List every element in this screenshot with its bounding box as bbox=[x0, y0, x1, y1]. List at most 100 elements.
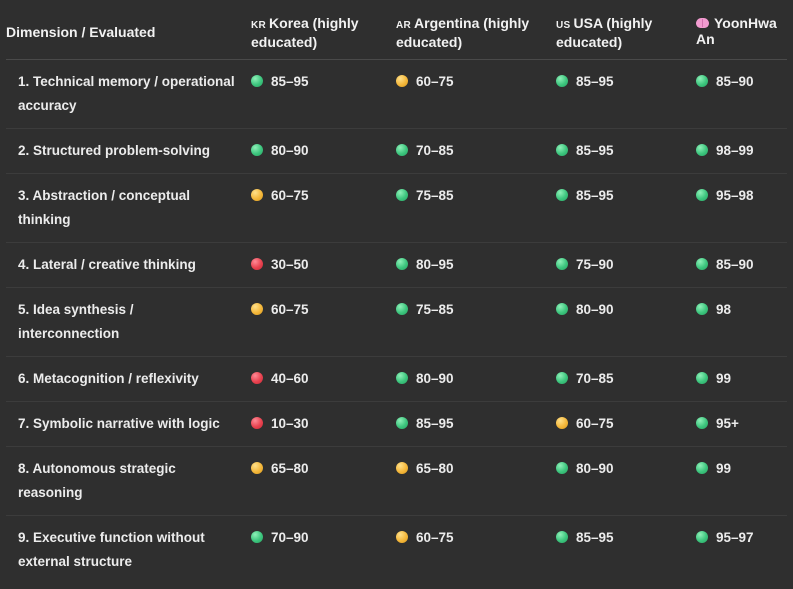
green-status-dot-icon bbox=[696, 462, 708, 474]
score-value: 65–80 bbox=[416, 461, 454, 476]
score-cell-usa: 75–90 bbox=[556, 242, 696, 288]
score-cell-usa: 80–90 bbox=[556, 446, 696, 516]
green-status-dot-icon bbox=[251, 144, 263, 156]
score-cell-yoonhwa: 85–90 bbox=[696, 59, 787, 129]
score-cell-usa: 80–90 bbox=[556, 287, 696, 357]
score-value: 98–99 bbox=[716, 143, 754, 158]
score-value: 65–80 bbox=[271, 461, 309, 476]
yellow-status-dot-icon bbox=[396, 462, 408, 474]
green-status-dot-icon bbox=[396, 258, 408, 270]
green-status-dot-icon bbox=[251, 75, 263, 87]
score-value: 99 bbox=[716, 371, 732, 386]
score-cell-yoonhwa: 95–97 bbox=[696, 516, 787, 585]
score-cell-korea: 30–50 bbox=[251, 242, 396, 288]
score-value: 85–95 bbox=[271, 74, 309, 89]
green-status-dot-icon bbox=[556, 372, 568, 384]
score-cell-korea: 40–60 bbox=[251, 356, 396, 402]
score-value: 60–75 bbox=[576, 416, 614, 431]
score-cell-usa: 85–95 bbox=[556, 59, 696, 129]
score-cell-korea: 10–30 bbox=[251, 401, 396, 447]
score-cell-korea: 60–75 bbox=[251, 173, 396, 243]
table-row: 4. Lateral / creative thinking 30–50 80–95… bbox=[6, 242, 787, 288]
dimension-cell: 4. Lateral / creative thinking bbox=[6, 242, 251, 288]
usa-flag-icon: US bbox=[556, 20, 571, 31]
score-cell-usa: 60–75 bbox=[556, 401, 696, 447]
table-row: 1. Technical memory / operational accura… bbox=[6, 59, 787, 129]
comparison-table: Dimension / Evaluated KR Korea (highly ed… bbox=[6, 0, 787, 584]
green-status-dot-icon bbox=[251, 531, 263, 543]
red-status-dot-icon bbox=[251, 417, 263, 429]
table-row: 9. Executive function without external s… bbox=[6, 516, 787, 585]
header-row: Dimension / Evaluated KR Korea (highly ed… bbox=[6, 0, 787, 60]
score-cell-usa: 85–95 bbox=[556, 516, 696, 585]
score-value: 85–95 bbox=[416, 416, 454, 431]
score-value: 85–95 bbox=[576, 74, 614, 89]
score-value: 60–75 bbox=[271, 302, 309, 317]
table-row: 8. Autonomous strategic reasoning 65–80 65… bbox=[6, 446, 787, 516]
korea-flag-icon: KR bbox=[251, 20, 267, 31]
score-cell-usa: 85–95 bbox=[556, 173, 696, 243]
score-value: 95+ bbox=[716, 416, 739, 431]
yellow-status-dot-icon bbox=[251, 303, 263, 315]
score-cell-argentina: 75–85 bbox=[396, 287, 556, 357]
green-status-dot-icon bbox=[556, 258, 568, 270]
score-cell-yoonhwa: 98 bbox=[696, 287, 787, 357]
score-value: 60–75 bbox=[416, 74, 454, 89]
table-row: 5. Idea synthesis / interconnection 60–75… bbox=[6, 287, 787, 357]
green-status-dot-icon bbox=[696, 372, 708, 384]
dimension-cell: 6. Metacognition / reflexivity bbox=[6, 356, 251, 402]
score-value: 40–60 bbox=[271, 371, 309, 386]
score-cell-korea: 70–90 bbox=[251, 516, 396, 585]
score-value: 10–30 bbox=[271, 416, 309, 431]
score-value: 95–97 bbox=[716, 530, 754, 545]
yellow-status-dot-icon bbox=[556, 417, 568, 429]
green-status-dot-icon bbox=[556, 303, 568, 315]
red-status-dot-icon bbox=[251, 258, 263, 270]
green-status-dot-icon bbox=[556, 144, 568, 156]
header-argentina: AR Argentina (highly educated) bbox=[396, 0, 556, 60]
score-value: 70–90 bbox=[271, 530, 309, 545]
green-status-dot-icon bbox=[696, 303, 708, 315]
green-status-dot-icon bbox=[556, 531, 568, 543]
score-value: 80–90 bbox=[416, 371, 454, 386]
score-cell-yoonhwa: 99 bbox=[696, 356, 787, 402]
score-value: 60–75 bbox=[271, 188, 309, 203]
green-status-dot-icon bbox=[556, 462, 568, 474]
score-cell-yoonhwa: 98–99 bbox=[696, 128, 787, 174]
score-value: 75–90 bbox=[576, 257, 614, 272]
yellow-status-dot-icon bbox=[251, 189, 263, 201]
yellow-status-dot-icon bbox=[251, 462, 263, 474]
header-label: Argentina (highly educated) bbox=[396, 15, 530, 50]
score-cell-yoonhwa: 99 bbox=[696, 446, 787, 516]
score-cell-usa: 70–85 bbox=[556, 356, 696, 402]
table-row: 3. Abstraction / conceptual thinking 60–7… bbox=[6, 173, 787, 243]
red-status-dot-icon bbox=[251, 372, 263, 384]
header-usa: US USA (highly educated) bbox=[556, 0, 696, 60]
score-cell-argentina: 70–85 bbox=[396, 128, 556, 174]
brain-icon bbox=[696, 18, 709, 28]
score-value: 80–95 bbox=[416, 257, 454, 272]
score-value: 85–95 bbox=[576, 143, 614, 158]
yellow-status-dot-icon bbox=[396, 531, 408, 543]
green-status-dot-icon bbox=[396, 417, 408, 429]
score-cell-argentina: 85–95 bbox=[396, 401, 556, 447]
score-cell-korea: 65–80 bbox=[251, 446, 396, 516]
score-value: 80–90 bbox=[576, 302, 614, 317]
green-status-dot-icon bbox=[396, 303, 408, 315]
score-cell-argentina: 60–75 bbox=[396, 516, 556, 585]
score-value: 75–85 bbox=[416, 302, 454, 317]
dimension-cell: 8. Autonomous strategic reasoning bbox=[6, 446, 251, 516]
score-value: 75–85 bbox=[416, 188, 454, 203]
score-cell-korea: 80–90 bbox=[251, 128, 396, 174]
green-status-dot-icon bbox=[696, 189, 708, 201]
score-cell-yoonhwa: 95–98 bbox=[696, 173, 787, 243]
green-status-dot-icon bbox=[396, 144, 408, 156]
score-cell-argentina: 65–80 bbox=[396, 446, 556, 516]
score-value: 85–95 bbox=[576, 530, 614, 545]
score-value: 98 bbox=[716, 302, 732, 317]
score-cell-argentina: 75–85 bbox=[396, 173, 556, 243]
dimension-cell: 1. Technical memory / operational accura… bbox=[6, 59, 251, 129]
score-cell-yoonhwa: 95+ bbox=[696, 401, 787, 447]
score-value: 85–95 bbox=[576, 188, 614, 203]
